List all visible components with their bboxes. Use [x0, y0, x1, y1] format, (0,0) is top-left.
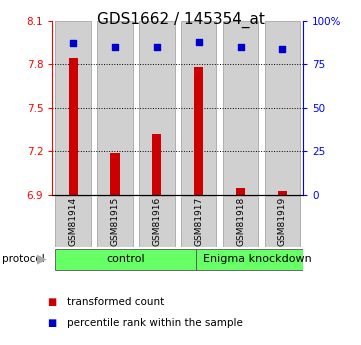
- Text: protocol: protocol: [2, 254, 44, 264]
- Point: [238, 44, 243, 50]
- Text: GSM81916: GSM81916: [152, 197, 161, 246]
- Bar: [196, 248, 322, 270]
- Text: GSM81919: GSM81919: [278, 197, 287, 246]
- Text: ▶: ▶: [37, 253, 46, 266]
- Text: Enigma knockdown: Enigma knockdown: [203, 254, 312, 264]
- Text: transformed count: transformed count: [67, 297, 164, 307]
- Bar: [56, 248, 196, 270]
- Text: GDS1662 / 145354_at: GDS1662 / 145354_at: [96, 12, 265, 28]
- Bar: [69, 58, 78, 195]
- Bar: [139, 196, 175, 247]
- Bar: [265, 21, 300, 195]
- Text: GSM81915: GSM81915: [110, 197, 119, 246]
- Bar: [223, 21, 258, 195]
- Bar: [194, 67, 203, 195]
- Bar: [265, 196, 300, 247]
- Text: control: control: [106, 254, 145, 264]
- Bar: [236, 188, 245, 195]
- Bar: [139, 21, 175, 195]
- Point: [196, 39, 201, 45]
- Bar: [97, 196, 133, 247]
- Bar: [56, 21, 91, 195]
- Text: GSM81917: GSM81917: [194, 197, 203, 246]
- Point: [154, 44, 160, 50]
- Text: percentile rank within the sample: percentile rank within the sample: [67, 318, 243, 327]
- Text: GSM81914: GSM81914: [69, 197, 78, 246]
- Text: GSM81918: GSM81918: [236, 197, 245, 246]
- Bar: [181, 196, 217, 247]
- Point: [279, 46, 285, 51]
- Text: ■: ■: [47, 318, 56, 327]
- Bar: [56, 196, 91, 247]
- Bar: [110, 153, 119, 195]
- Bar: [152, 134, 161, 195]
- Point: [70, 41, 76, 46]
- Bar: [223, 196, 258, 247]
- Bar: [97, 21, 133, 195]
- Bar: [181, 21, 217, 195]
- Bar: [278, 190, 287, 195]
- Text: ■: ■: [47, 297, 56, 307]
- Point: [112, 44, 118, 50]
